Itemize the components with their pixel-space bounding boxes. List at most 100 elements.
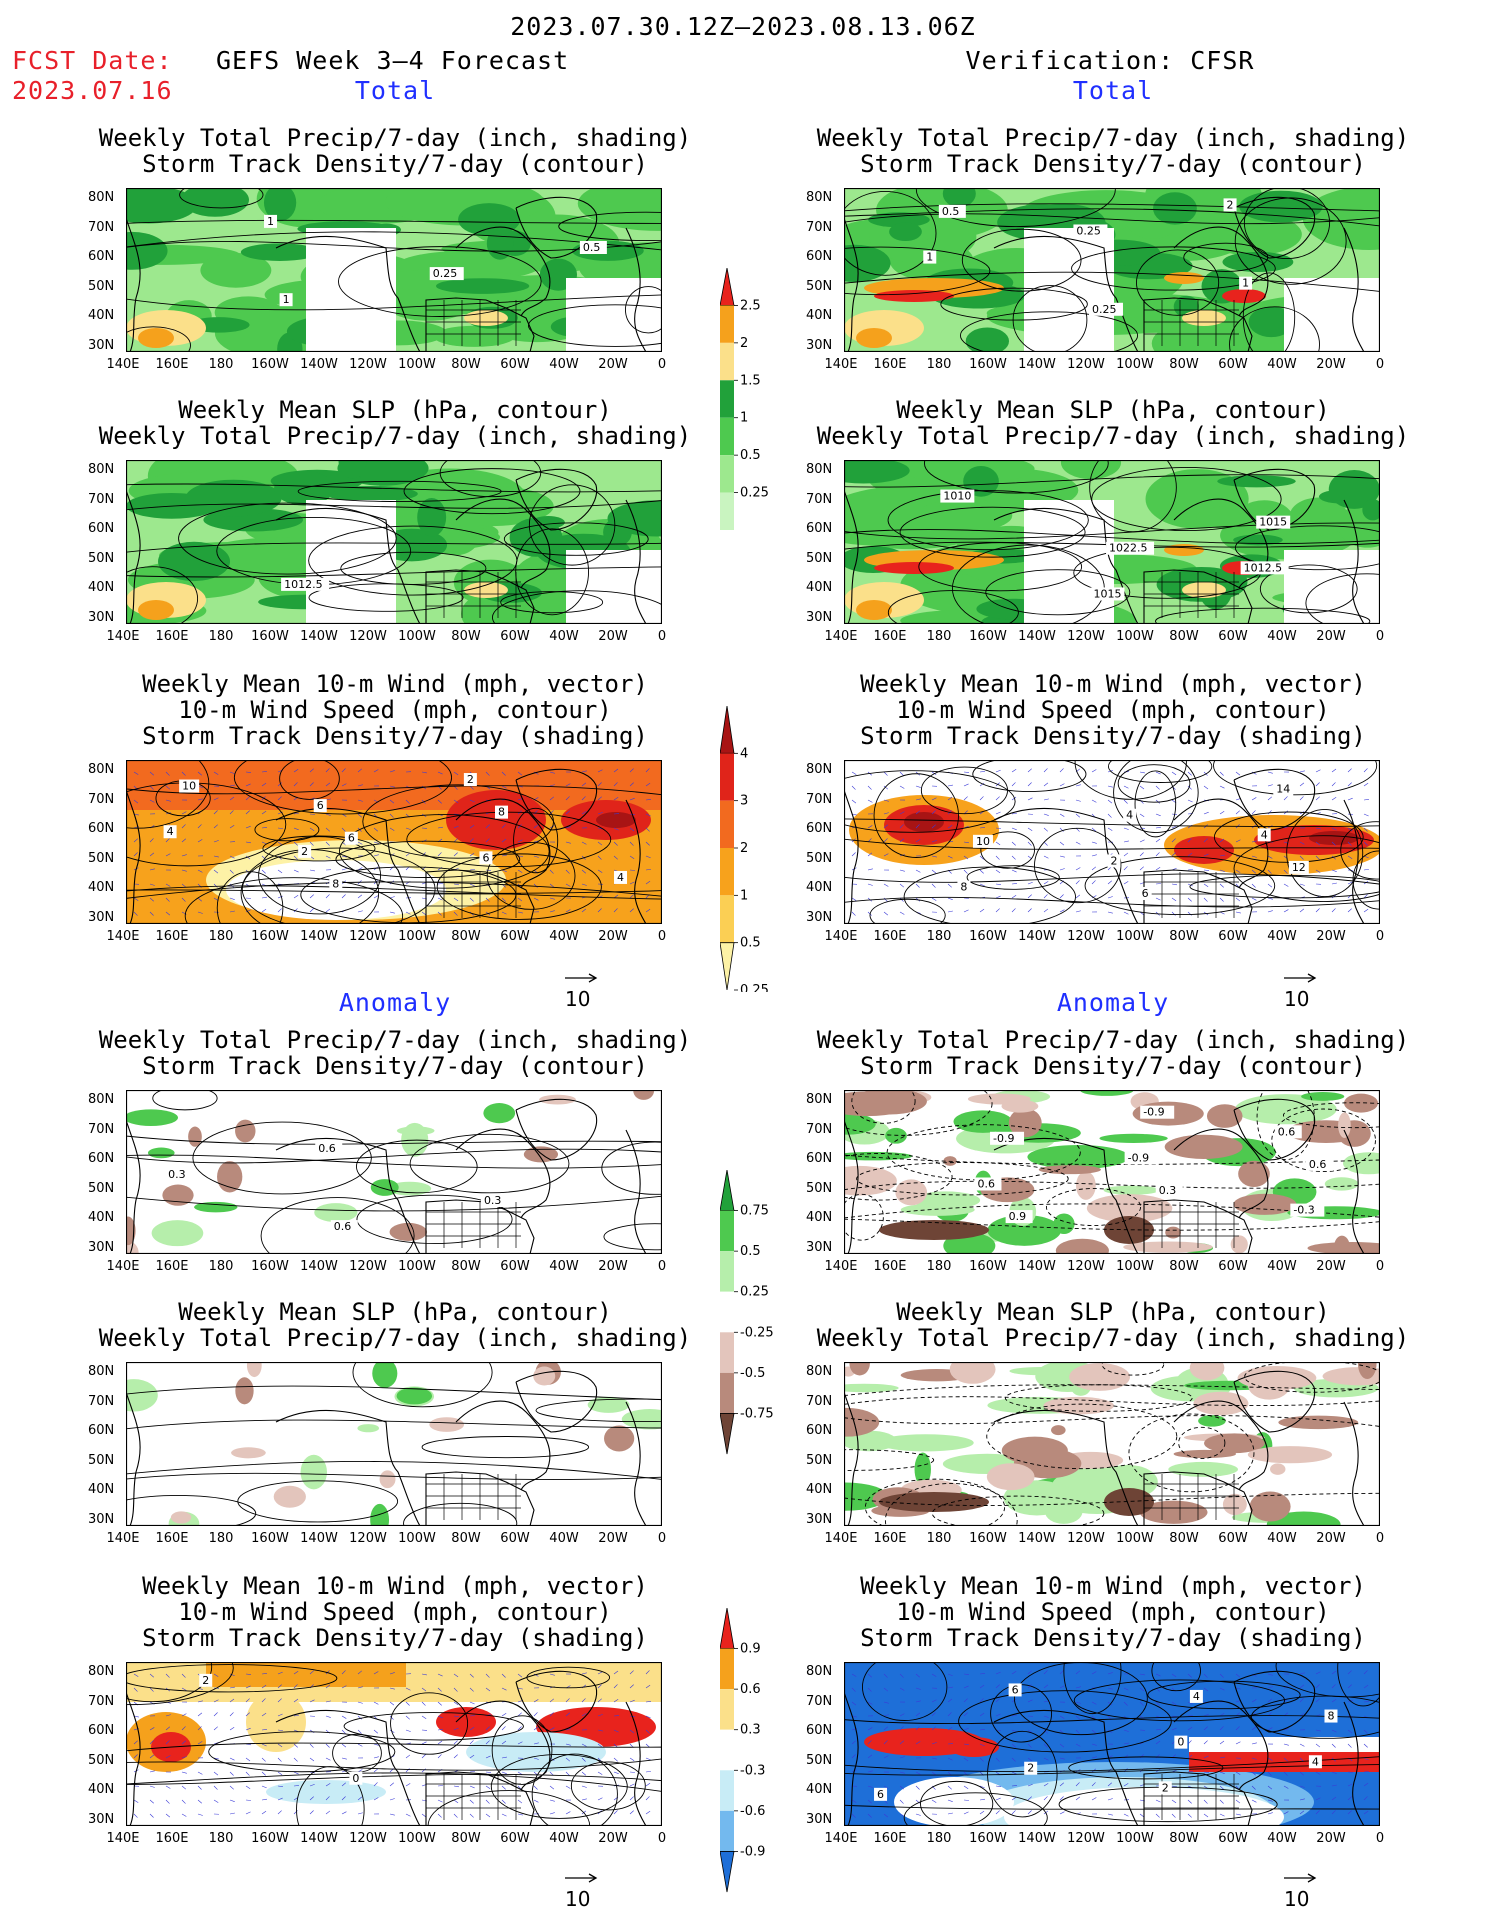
wind-vector: [1267, 1799, 1273, 1802]
wind-vector: [851, 1687, 856, 1692]
wind-vector: [915, 1726, 920, 1731]
contour-line: [844, 190, 937, 276]
wind-vector: [645, 813, 651, 817]
wind-vector: [1155, 838, 1161, 843]
contour-line: [903, 866, 1076, 924]
wind-vector: [485, 1785, 491, 1790]
wind-vector: [995, 811, 1001, 815]
precip-anom-shade: [1164, 1134, 1243, 1159]
wind-vector: [421, 1687, 427, 1692]
wind-vector: [1347, 1743, 1352, 1748]
colorbar-label: -0.5: [740, 1366, 765, 1381]
lon-tick-label: 160E: [155, 629, 189, 644]
wind-vector: [1123, 1729, 1129, 1732]
wind-vector: [213, 840, 219, 843]
wind-vector: [1171, 1785, 1177, 1788]
wind-vector: [469, 1813, 474, 1818]
wind-vector: [1091, 866, 1097, 871]
wind-vector: [517, 869, 523, 873]
wind-vector: [517, 771, 523, 776]
wind-vector: [1203, 1687, 1209, 1692]
wind-vector: [947, 883, 952, 888]
svg-text:6: 6: [877, 1788, 884, 1801]
lon-tick-label: 100W: [1116, 1259, 1154, 1274]
precip-anom-shade: [533, 1366, 556, 1386]
wind-vector: [1235, 897, 1241, 902]
lon-tick-label: 60W: [500, 1531, 530, 1546]
coastline: [515, 1370, 598, 1433]
wind-vector: [389, 1782, 394, 1787]
wind-vector: [549, 771, 555, 774]
precip-anom-shade: [879, 1492, 989, 1512]
wind-vector: [1011, 1729, 1017, 1733]
wind-vector: [565, 796, 570, 801]
wind-vector: [549, 897, 555, 900]
contour-line: [625, 286, 662, 334]
wind-vector: [389, 1701, 395, 1706]
colorbar-label: 0.25: [740, 486, 769, 501]
wind-vector: [883, 853, 889, 857]
wind-vector: [1171, 838, 1176, 843]
lat-tick-label: 30N: [88, 1239, 115, 1255]
map-canvas: [844, 1362, 1380, 1526]
wind-vector: [261, 1810, 267, 1815]
wind-vector: [931, 840, 937, 843]
wind-vector: [1075, 1729, 1080, 1734]
lat-tick-label: 70N: [806, 1693, 833, 1709]
colorbar-label: 0.25: [740, 1285, 769, 1300]
wind-vector: [1267, 1785, 1273, 1790]
wind-vector: [931, 1726, 936, 1731]
wind-vector: [1027, 1670, 1032, 1675]
wind-vector: [1011, 768, 1017, 773]
storm-shade: [1309, 831, 1359, 845]
wind-vector: [517, 1813, 523, 1816]
wind-vector: [421, 1768, 426, 1773]
precip-anom-shade: [895, 1179, 928, 1206]
wind-vector: [501, 1673, 506, 1678]
coastline: [844, 789, 859, 924]
contour-line: [931, 1495, 1105, 1526]
wind-vector: [1219, 1673, 1224, 1678]
wind-vector: [325, 1757, 331, 1761]
wind-vector: [197, 771, 202, 776]
wind-vector: [341, 827, 346, 832]
contour-label: -0.9: [1140, 1105, 1175, 1119]
wind-vector: [1315, 827, 1321, 830]
lon-tick-label: 20W: [598, 1259, 628, 1274]
wind-vector: [645, 827, 650, 832]
precip-anom-shade: [1103, 1185, 1160, 1195]
wind-vector: [229, 869, 234, 874]
wind-vector: [1075, 813, 1081, 818]
wind-vector: [1299, 1672, 1305, 1675]
wind-vector: [165, 771, 170, 776]
colorbar-label: 0.5: [740, 448, 761, 463]
wind-vector: [645, 1770, 651, 1773]
lat-tick-label: 60N: [806, 249, 833, 264]
panel-title: Weekly Total Precip/7-day (inch, shading…: [817, 1027, 1409, 1079]
colorbar-label: -0.9: [740, 1844, 765, 1859]
wind-vector: [1331, 1796, 1337, 1801]
wind-vector: [533, 1799, 539, 1803]
svg-text:8: 8: [960, 881, 967, 894]
precip-shade: [868, 212, 930, 228]
contour-line: [1189, 874, 1380, 899]
wind-vector: [1363, 1810, 1369, 1815]
wind-vector: [517, 1712, 522, 1717]
vector-ref-value: 10: [1284, 987, 1310, 1011]
wind-vector: [197, 1726, 202, 1731]
wind-vector: [549, 883, 555, 888]
contour-line: [515, 528, 589, 616]
wind-vector: [501, 838, 507, 843]
wind-vector: [931, 1771, 937, 1776]
map-frame: [844, 188, 1380, 352]
wind-vector: [1235, 1687, 1241, 1690]
contour-label: 0.25: [1088, 302, 1123, 316]
lat-tick-label: 80N: [806, 762, 833, 777]
wind-vector: [1011, 1771, 1017, 1775]
wind-vector: [1123, 785, 1129, 789]
precip-anom-shade: [126, 1109, 178, 1126]
contour-line: [869, 898, 946, 924]
lon-tick-label: 60W: [500, 1259, 530, 1274]
wind-vector: [1075, 1715, 1081, 1720]
precip-anom-shade: [949, 1362, 996, 1384]
